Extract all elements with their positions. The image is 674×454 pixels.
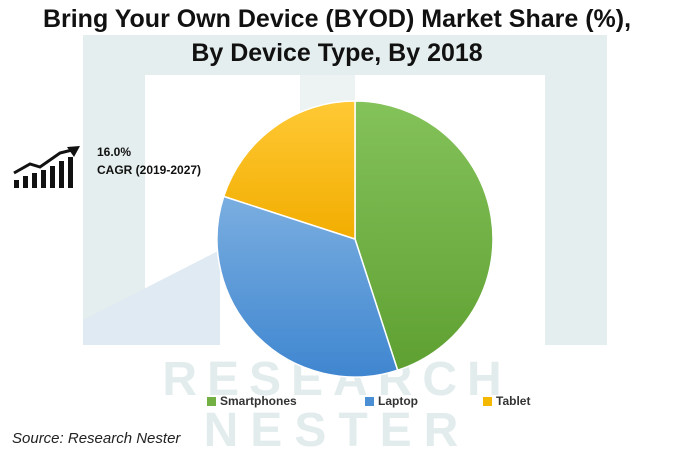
legend-item-laptop: Laptop (365, 394, 418, 408)
legend-label-tablet: Tablet (496, 394, 531, 408)
watermark-slope (83, 250, 220, 345)
cagr-value: 16.0% (97, 145, 132, 159)
legend-label-smartphones: Smartphones (220, 394, 297, 408)
pie-slice-tablet (222, 100, 356, 241)
legend-label-laptop: Laptop (378, 394, 418, 408)
chart-title-line1: Bring Your Own Device (BYOD) Market Shar… (42, 5, 632, 33)
chart-title: Bring Your Own Device (BYOD) Market Shar… (0, 2, 674, 70)
watermark-bar-left (83, 35, 145, 345)
pie-slice-smartphones (354, 100, 494, 372)
legend: Smartphones Laptop Tablet (0, 394, 674, 410)
cagr-label: CAGR (2019-2027) (97, 163, 202, 177)
legend-swatch-tablet (483, 396, 492, 406)
source-note: Source: Research Nester (12, 430, 181, 447)
legend-item-smartphones: Smartphones (207, 394, 297, 408)
legend-swatch-laptop (365, 396, 374, 406)
pie-slice-laptop (216, 195, 399, 378)
watermark-bar-top (145, 35, 545, 75)
watermark-text-nester: NESTER (204, 404, 471, 454)
growth-chart-arrow-icon (13, 146, 80, 188)
legend-swatch-smartphones (207, 396, 216, 406)
legend-item-tablet: Tablet (483, 394, 530, 408)
watermark-bar-right (545, 35, 607, 345)
chart-title-line2: By Device Type, By 2018 (191, 39, 483, 67)
